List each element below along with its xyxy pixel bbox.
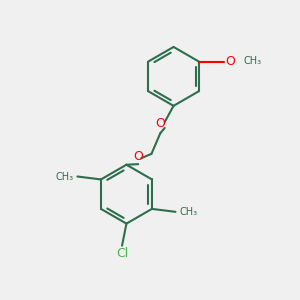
Text: CH₃: CH₃ bbox=[180, 207, 198, 217]
Text: Cl: Cl bbox=[116, 247, 128, 260]
Text: CH₃: CH₃ bbox=[55, 172, 73, 182]
Text: O: O bbox=[226, 55, 236, 68]
Text: CH₃: CH₃ bbox=[243, 56, 261, 66]
Text: O: O bbox=[133, 150, 143, 163]
Text: O: O bbox=[155, 117, 165, 130]
